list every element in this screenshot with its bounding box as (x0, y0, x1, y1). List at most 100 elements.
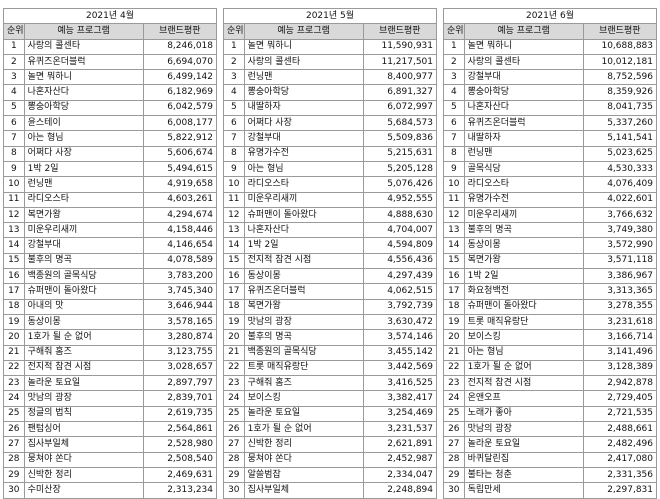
rank-cell: 14 (443, 237, 465, 254)
table-row: 10 라디오스타 5,076,426 (223, 176, 438, 193)
index-cell: 4,297,439 (362, 268, 438, 285)
index-cell: 3,231,618 (582, 313, 658, 331)
index-cell: 3,382,417 (362, 390, 438, 407)
rank-cell: 3 (3, 69, 25, 86)
program-cell: 유퀴즈온더블럭 (23, 53, 144, 71)
table-row: 11 라디오스타 4,603,261 (3, 191, 218, 208)
program-cell: 뽕숭아학당 (23, 99, 144, 117)
column-header-index: 브랜드평판 (362, 23, 438, 40)
table-row: 11 유명가수전 4,022,601 (443, 191, 658, 208)
table-row: 16 백종원의 골목식당 3,783,200 (3, 268, 218, 285)
rank-cell: 25 (443, 405, 465, 423)
rank-cell: 6 (3, 115, 25, 132)
table-row: 13 불후의 명곡 3,749,380 (443, 222, 658, 239)
program-cell: 집사부일체 (243, 482, 364, 499)
table-row: 24 보이스킹 3,382,417 (223, 390, 438, 407)
program-cell: 맛남의 광장 (463, 421, 584, 438)
index-cell: 2,839,701 (142, 390, 218, 407)
table-row: 26 맛남의 광장 2,488,661 (443, 421, 658, 438)
table-row: 11 미운우리새끼 4,952,555 (223, 191, 438, 208)
rank-cell: 25 (223, 405, 245, 423)
program-cell: 라디오스타 (463, 176, 584, 193)
program-cell: 동상이몽 (463, 237, 584, 254)
table-row: 29 알쓸범잡 2,334,047 (223, 466, 438, 484)
index-cell: 3,416,525 (362, 375, 438, 392)
table-row: 25 놀라운 토요일 3,254,469 (223, 405, 438, 423)
rank-cell: 19 (443, 313, 465, 331)
rank-cell: 20 (223, 329, 245, 346)
index-cell: 2,621,891 (362, 436, 438, 453)
index-cell: 8,752,596 (582, 69, 658, 86)
rank-cell: 21 (443, 344, 465, 361)
rank-cell: 10 (3, 176, 25, 193)
rank-cell: 8 (3, 145, 25, 162)
rank-cell: 12 (443, 206, 465, 224)
index-cell: 5,494,615 (142, 160, 218, 178)
index-cell: 4,888,630 (362, 206, 438, 224)
table-row: 18 아내의 맛 3,646,944 (3, 298, 218, 315)
index-cell: 3,572,990 (582, 237, 658, 254)
program-cell: 놀면 뭐하니 (463, 38, 584, 55)
rank-cell: 16 (3, 268, 25, 285)
index-cell: 2,482,496 (582, 436, 658, 453)
program-cell: 슈퍼맨이 돌아왔다 (243, 206, 364, 224)
rank-cell: 10 (443, 176, 465, 193)
index-cell: 10,688,883 (582, 38, 658, 55)
rank-cell: 20 (443, 329, 465, 346)
table-row: 25 노래가 좋아 2,721,535 (443, 405, 658, 423)
program-cell: 팬텀싱어 (23, 421, 144, 438)
table-row: 6 어쩌다 사장 5,684,573 (223, 115, 438, 132)
table-row: 4 뽕숭아학당 8,359,926 (443, 84, 658, 101)
table-row: 29 불타는 청춘 2,331,356 (443, 466, 658, 484)
rank-cell: 17 (3, 283, 25, 300)
index-cell: 5,205,128 (362, 160, 438, 178)
program-cell: 윤스테이 (23, 115, 144, 132)
index-cell: 5,023,625 (582, 145, 658, 162)
table-row: 19 동상이몽 3,578,165 (3, 313, 218, 331)
program-cell: 강철부대 (243, 130, 364, 147)
table-row: 27 놀라운 토요일 2,482,496 (443, 436, 658, 453)
index-cell: 8,246,018 (142, 38, 218, 55)
table-row: 23 놀라운 토요일 2,897,797 (3, 375, 218, 392)
table-row: 18 슈퍼맨이 돌아왔다 3,278,355 (443, 298, 658, 315)
program-cell: 어쩌다 사장 (23, 145, 144, 162)
program-cell: 뽕숭아학당 (463, 84, 584, 101)
index-cell: 5,076,426 (362, 176, 438, 193)
index-cell: 3,141,496 (582, 344, 658, 361)
program-cell: 불후의 명곡 (463, 222, 584, 239)
index-cell: 4,594,809 (362, 237, 438, 254)
program-cell: 아는 형님 (463, 344, 584, 361)
index-cell: 2,528,980 (142, 436, 218, 453)
program-cell: 아는 형님 (23, 130, 144, 147)
month-title: 2021년 4월 (3, 7, 217, 25)
table-row: 19 맛남의 광장 3,630,472 (223, 313, 438, 331)
rank-cell: 24 (443, 390, 465, 407)
rank-cell: 16 (223, 268, 245, 285)
rank-cell: 15 (223, 252, 245, 270)
program-cell: 수미산장 (23, 482, 144, 499)
rank-cell: 19 (3, 313, 25, 331)
rank-cell: 26 (443, 421, 465, 438)
program-cell: 구해줘 홈즈 (243, 375, 364, 392)
rank-cell: 25 (3, 405, 25, 423)
table-row: 19 트롯 매직유랑단 3,231,618 (443, 313, 658, 331)
program-cell: 놀라운 토요일 (463, 436, 584, 453)
program-cell: 1박 2일 (463, 268, 584, 285)
program-cell: 사랑의 콜센타 (463, 53, 584, 71)
table-row: 28 바퀴달린집 2,417,080 (443, 451, 658, 468)
table-row: 3 놀면 뭐하니 6,499,142 (3, 69, 218, 86)
table-row: 1 놀면 뭐하니 10,688,883 (443, 38, 658, 55)
table-row: 14 동상이몽 3,572,990 (443, 237, 658, 254)
rank-cell: 23 (443, 375, 465, 392)
rank-cell: 28 (443, 451, 465, 468)
table-row: 9 골목식당 4,530,333 (443, 160, 658, 178)
table-row: 17 슈퍼맨이 돌아왔다 3,745,340 (3, 283, 218, 300)
index-cell: 4,603,261 (142, 191, 218, 208)
index-cell: 3,630,472 (362, 313, 438, 331)
rank-cell: 11 (443, 191, 465, 208)
table-row: 13 미운우리새끼 4,158,446 (3, 222, 218, 239)
rank-cell: 27 (443, 436, 465, 453)
column-header-rank: 순위 (3, 23, 25, 40)
program-cell: 전지적 참견 시점 (243, 252, 364, 270)
rank-cell: 6 (443, 115, 465, 132)
